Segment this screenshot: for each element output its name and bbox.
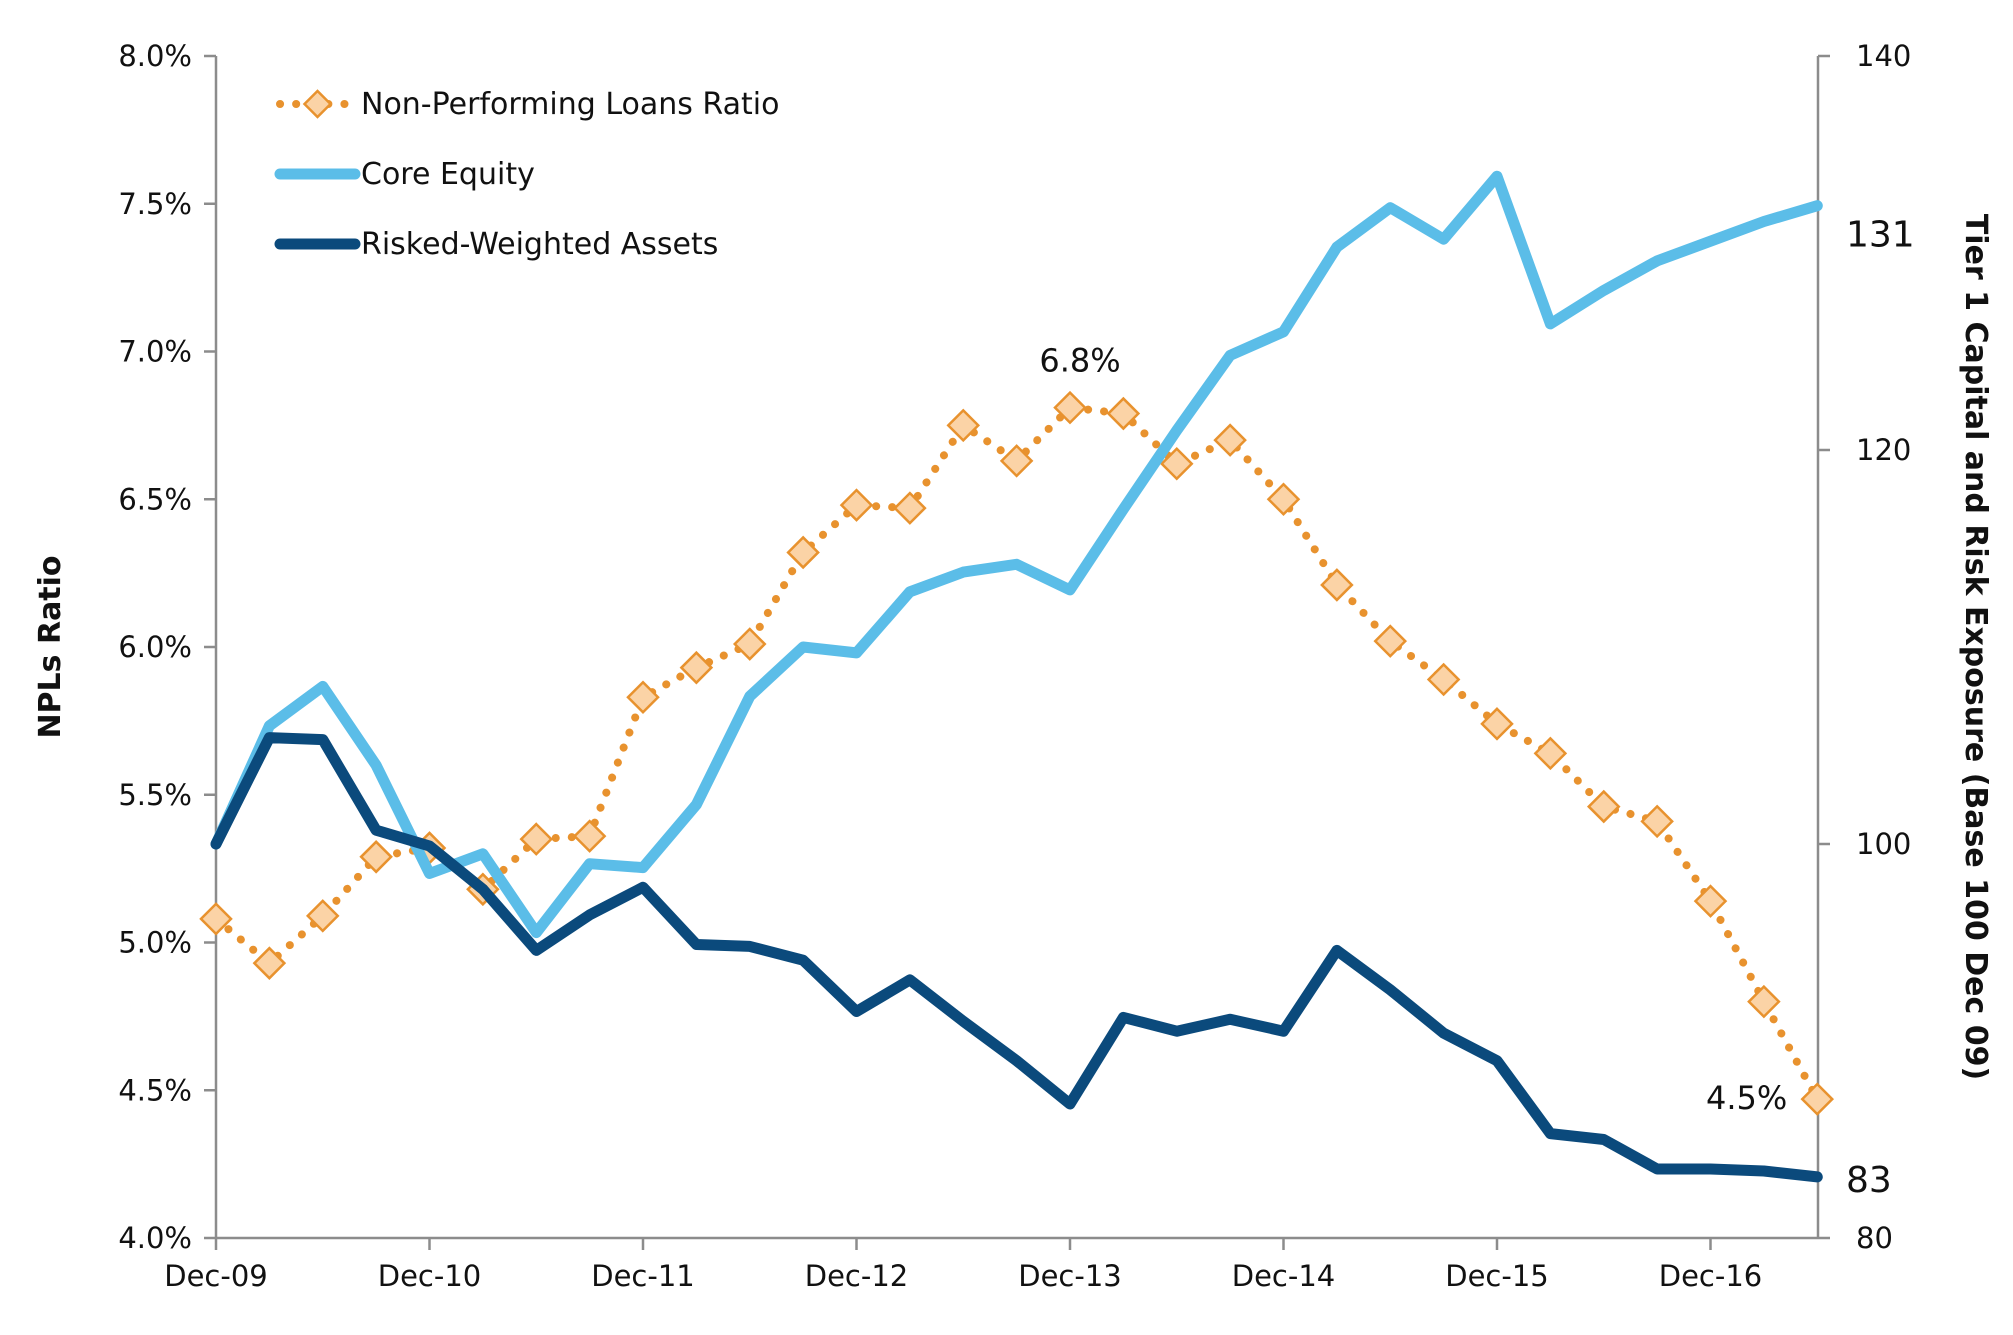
- y-left-tick-label: 7.5%: [118, 187, 192, 221]
- legend-marker-non-performing-loans-ratio: [302, 89, 333, 119]
- series-line-risked-weighted-assets: [210, 732, 1823, 1183]
- data-point-non-performing-loans-ratio: [839, 488, 874, 522]
- data-point-non-performing-loans-ratio: [1693, 884, 1728, 918]
- x-tick-label: Dec-11: [591, 1259, 694, 1293]
- y-left-tick-label: 4.5%: [118, 1073, 192, 1107]
- data-point-non-performing-loans-ratio: [1747, 984, 1781, 1019]
- data-point-non-performing-loans-ratio: [946, 408, 981, 443]
- data-point-non-performing-loans-ratio: [305, 899, 340, 933]
- data-point-non-performing-loans-ratio: [626, 680, 660, 715]
- y-left-tick-label: 5.5%: [118, 778, 192, 812]
- series-line-non-performing-loans-ratio: [212, 403, 1822, 1104]
- y-left-tick-label: 5.0%: [118, 926, 192, 960]
- y-right-tick-label: 80: [1856, 1221, 1893, 1255]
- data-point-non-performing-loans-ratio: [1533, 736, 1568, 771]
- x-tick-label: Dec-10: [378, 1259, 481, 1293]
- series-end-label: 83: [1846, 1160, 1892, 1201]
- npl-annotation-label: 6.8%: [1039, 342, 1120, 380]
- x-tick-label: Dec-14: [1232, 1259, 1335, 1293]
- data-point-non-performing-loans-ratio: [1373, 624, 1408, 658]
- data-point-non-performing-loans-ratio: [893, 491, 927, 525]
- data-point-non-performing-loans-ratio: [999, 444, 1034, 478]
- y-left-tick-label: 7.0%: [118, 335, 192, 369]
- legend-label-risked-weighted-assets: Risked-Weighted Assets: [361, 227, 718, 262]
- y-left-tick-label: 6.0%: [118, 630, 192, 664]
- data-point-non-performing-loans-ratio: [519, 822, 554, 856]
- legend-label-core-equity: Core Equity: [361, 157, 535, 192]
- y-left-axis-title: NPLs Ratio: [33, 555, 68, 738]
- legend-label-non-performing-loans-ratio: Non-Performing Loans Ratio: [361, 87, 779, 122]
- y-right-tick-label: 120: [1856, 433, 1911, 467]
- data-point-non-performing-loans-ratio: [786, 535, 820, 570]
- y-right-axis-title: Tier 1 Capital and Risk Exposure (Base 1…: [1958, 214, 1993, 1080]
- data-point-non-performing-loans-ratio: [1426, 662, 1461, 697]
- data-point-non-performing-loans-ratio: [1320, 568, 1354, 602]
- data-point-non-performing-loans-ratio: [1586, 789, 1621, 824]
- x-tick-label: Dec-12: [805, 1259, 908, 1293]
- labels-layer: 6.8% 4.5% 131 83: [1039, 214, 1914, 1201]
- y-right-tick-label: 100: [1856, 827, 1911, 861]
- data-point-non-performing-loans-ratio: [199, 902, 233, 936]
- legend: Non-Performing Loans Ratio Core Equity Ris…: [274, 87, 779, 262]
- x-tick-label: Dec-15: [1445, 1259, 1548, 1293]
- series-line-core-equity: [210, 170, 1823, 939]
- y-left-tick-label: 4.0%: [118, 1221, 192, 1255]
- y-left-tick-label: 8.0%: [118, 39, 192, 73]
- axes: 4.0% 4.5% 5.0% 5.5% 6.0% 6.5% 7.0% 7.5% 8.0% 80 10…: [33, 39, 1993, 1293]
- x-tick-label: Dec-13: [1018, 1259, 1121, 1293]
- data-point-non-performing-loans-ratio: [252, 946, 287, 980]
- data-point-non-performing-loans-ratio: [1159, 447, 1194, 481]
- series-end-label: 131: [1846, 214, 1915, 255]
- data-point-non-performing-loans-ratio: [1106, 396, 1141, 431]
- data-point-non-performing-loans-ratio: [359, 840, 393, 874]
- x-tick-label: Dec-16: [1659, 1259, 1762, 1293]
- data-point-non-performing-loans-ratio: [1266, 482, 1301, 517]
- series-layer: [199, 170, 1835, 1183]
- data-point-non-performing-loans-ratio: [679, 650, 714, 685]
- npl-annotation-label: 4.5%: [1706, 1079, 1787, 1117]
- data-point-non-performing-loans-ratio: [1800, 1082, 1835, 1116]
- y-right-tick-label: 140: [1856, 39, 1911, 73]
- data-point-non-performing-loans-ratio: [732, 627, 767, 661]
- data-point-non-performing-loans-ratio: [1053, 390, 1087, 425]
- y-left-tick-label: 6.5%: [118, 482, 192, 516]
- data-point-non-performing-loans-ratio: [572, 819, 607, 853]
- data-point-non-performing-loans-ratio: [1213, 423, 1247, 457]
- data-point-non-performing-loans-ratio: [1480, 707, 1514, 741]
- data-point-non-performing-loans-ratio: [1640, 804, 1674, 839]
- x-tick-label: Dec-09: [164, 1259, 267, 1293]
